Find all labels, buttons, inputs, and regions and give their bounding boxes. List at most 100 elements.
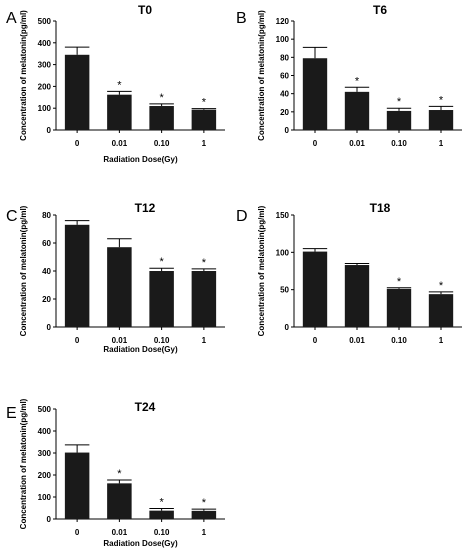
- panel-a-x-tick-label: 0.10: [154, 139, 170, 148]
- panel-c-x-tick-label: 0.10: [154, 336, 170, 345]
- panel-d-significance-mark: *: [439, 280, 444, 292]
- panel-d-bar: [386, 288, 412, 327]
- panel-c-x-tick-label: 0.01: [112, 336, 128, 345]
- panel-e-significance-mark: *: [117, 468, 122, 480]
- panel-b-y-label: Concentration of melatonin(pg/ml): [257, 10, 266, 141]
- panel-e-y-tick-label: 100: [38, 493, 52, 502]
- panel-e-y-tick-label: 200: [38, 471, 52, 480]
- panel-a-significance-mark: *: [117, 79, 122, 91]
- panel-b-significance-mark: *: [439, 94, 444, 106]
- panel-b-y-tick-label: 40: [280, 90, 289, 99]
- panel-b-x-tick-label: 0: [313, 139, 318, 148]
- panel-c-y-tick-label: 0: [47, 323, 52, 332]
- panel-d-bar: [344, 265, 370, 327]
- panel-b-y-tick-label: 120: [276, 17, 290, 26]
- panel-a-title: T0: [138, 3, 152, 17]
- panel-e-bar: [64, 452, 90, 519]
- panel-c-x-tick-label: 1: [202, 336, 207, 345]
- panel-d-bar: [302, 251, 328, 327]
- panel-c-title: T12: [135, 201, 156, 215]
- panel-e-y-label: Concentration of melatonin(pg/ml): [19, 398, 28, 529]
- panel-a-y-tick-label: 500: [38, 17, 52, 26]
- panel-e-bar: [149, 510, 174, 519]
- panel-a-y-tick-label: 0: [47, 126, 52, 135]
- panel-e-bar: [191, 510, 217, 519]
- panel-a-letter: A: [6, 10, 17, 27]
- panel-b-x-tick-label: 0.01: [349, 139, 365, 148]
- panel-b-title: T6: [373, 3, 387, 17]
- panel-b-y-tick-label: 0: [285, 126, 290, 135]
- panel-a-significance-mark: *: [159, 92, 164, 104]
- panel-b-bar: [428, 110, 454, 130]
- panel-b-bar: [386, 110, 412, 130]
- panel-b-x-tick-label: 1: [439, 139, 444, 148]
- panel-c-significance-mark: *: [202, 257, 207, 269]
- panel-d-bar: [428, 294, 454, 327]
- panel-d-y-label: Concentration of melatonin(pg/ml): [257, 205, 266, 336]
- panel-b-significance-mark: *: [355, 75, 360, 87]
- panel-d-y-tick-label: 100: [276, 248, 290, 257]
- panel-b-y-tick-label: 60: [280, 72, 289, 81]
- panel-b-bar: [344, 91, 370, 130]
- panel-a-bar: [64, 54, 90, 130]
- panel-c-bar: [191, 271, 217, 327]
- panel-e-y-tick-label: 400: [38, 427, 52, 436]
- panel-d-significance-mark: *: [397, 276, 402, 288]
- panel-d-y-tick-label: 50: [280, 286, 289, 295]
- panel-e-significance-mark: *: [202, 497, 207, 509]
- panel-e-x-label: Radiation Dose(Gy): [103, 539, 178, 548]
- panel-a-y-tick-label: 300: [38, 61, 52, 70]
- panel-d-x-tick-label: 0.01: [349, 336, 365, 345]
- panel-b-y-tick-label: 100: [276, 35, 290, 44]
- panel-c-y-tick-label: 20: [42, 295, 51, 304]
- panel-b-letter: B: [236, 10, 247, 27]
- panel-a-significance-mark: *: [202, 97, 207, 109]
- panel-a-x-tick-label: 0.01: [112, 139, 128, 148]
- panel-e-y-tick-label: 0: [47, 515, 52, 524]
- panel-e-significance-mark: *: [159, 496, 164, 508]
- panel-a-y-tick-label: 200: [38, 82, 52, 91]
- panel-b-bar: [302, 58, 328, 130]
- panel-c-bar: [64, 224, 90, 327]
- panel-d-letter: D: [236, 208, 248, 225]
- panel-a-y-label: Concentration of melatonin(pg/ml): [19, 10, 28, 141]
- panel-b-x-tick-label: 0.10: [391, 139, 407, 148]
- panel-c-bar: [107, 247, 132, 327]
- panel-d-y-tick-label: 0: [285, 323, 290, 332]
- panel-a-bar: [191, 109, 217, 130]
- panel-d-y-tick-label: 150: [276, 211, 290, 220]
- panel-e-x-tick-label: 1: [202, 528, 207, 537]
- panel-a-x-tick-label: 1: [202, 139, 207, 148]
- panel-c-y-tick-label: 60: [42, 239, 51, 248]
- panel-c-y-tick-label: 80: [42, 211, 51, 220]
- panel-c-significance-mark: *: [159, 256, 164, 268]
- panel-b-y-tick-label: 80: [280, 53, 289, 62]
- panel-e-letter: E: [6, 405, 17, 422]
- panel-e-x-tick-label: 0: [75, 528, 80, 537]
- panel-d-title: T18: [370, 201, 391, 215]
- panel-a-x-tick-label: 0: [75, 139, 80, 148]
- panel-a-y-tick-label: 400: [38, 39, 52, 48]
- panel-c-y-label: Concentration of melatonin(pg/ml): [19, 205, 28, 336]
- panel-a-bar: [149, 106, 174, 130]
- panel-b-y-tick-label: 20: [280, 108, 289, 117]
- panel-c-x-tick-label: 0: [75, 336, 80, 345]
- panel-e-x-tick-label: 0.01: [112, 528, 128, 537]
- panel-c-bar: [149, 271, 174, 327]
- panel-c-letter: C: [6, 208, 18, 225]
- panel-a-x-label: Radiation Dose(Gy): [103, 155, 178, 164]
- panel-d-x-tick-label: 1: [439, 336, 444, 345]
- panel-b-significance-mark: *: [397, 96, 402, 108]
- panel-d-x-tick-label: 0: [313, 336, 318, 345]
- panel-e-y-tick-label: 500: [38, 405, 52, 414]
- panel-e-y-tick-label: 300: [38, 449, 52, 458]
- panel-a-y-tick-label: 100: [38, 104, 52, 113]
- panel-e-title: T24: [135, 400, 156, 414]
- panel-a-bar: [107, 94, 132, 130]
- panel-c-y-tick-label: 40: [42, 267, 51, 276]
- panel-e-bar: [107, 483, 132, 519]
- panel-e-x-tick-label: 0.10: [154, 528, 170, 537]
- panel-d-x-tick-label: 0.10: [391, 336, 407, 345]
- panel-c-x-label: Radiation Dose(Gy): [103, 345, 178, 354]
